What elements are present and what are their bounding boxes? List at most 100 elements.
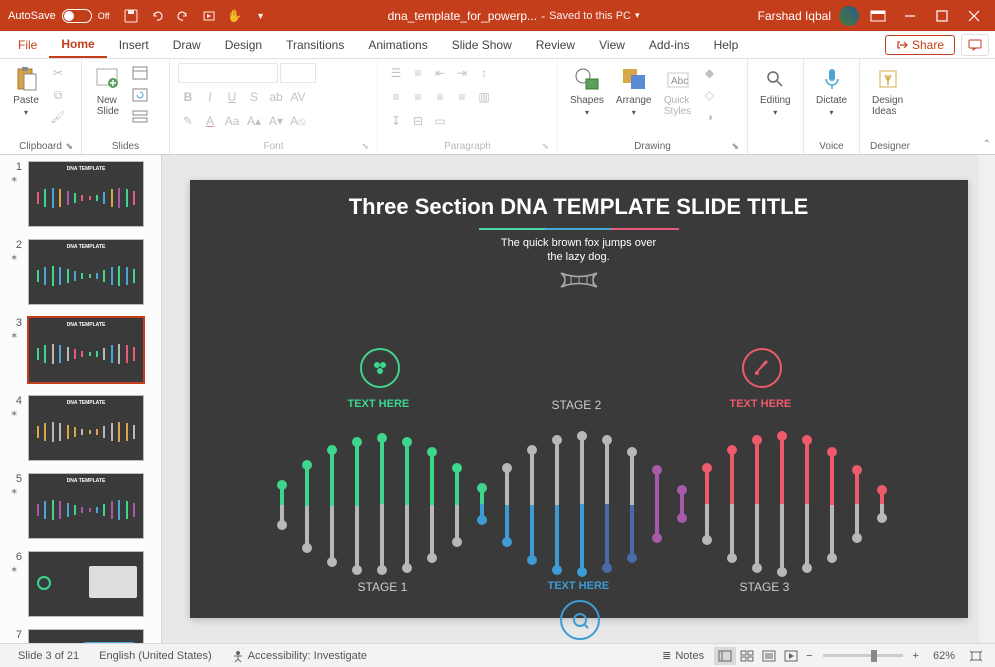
increase-font-icon[interactable]: A▴ (244, 111, 264, 131)
thumbnail-item[interactable]: 4✶DNA TEMPLATE (10, 395, 161, 461)
font-launcher-icon[interactable]: ⬊ (361, 141, 369, 152)
thumbnail-panel[interactable]: 1✶DNA TEMPLATE2✶DNA TEMPLATE3✶DNA TEMPLA… (0, 155, 162, 643)
tab-insert[interactable]: Insert (107, 31, 161, 58)
columns-icon[interactable]: ▥ (474, 87, 494, 107)
thumbnail-preview[interactable]: DNA TEMPLATE (28, 395, 144, 461)
dna-strand[interactable] (530, 450, 534, 560)
section-icon[interactable] (130, 107, 150, 127)
dna-strand[interactable] (580, 436, 584, 572)
save-icon[interactable] (122, 7, 140, 25)
dna-strand[interactable] (855, 470, 859, 538)
strikethrough-icon[interactable]: S (244, 87, 264, 107)
copy-icon[interactable]: ⧉ (48, 85, 68, 105)
cut-icon[interactable]: ✂ (48, 63, 68, 83)
dna-strand[interactable] (830, 452, 834, 558)
thumbnail-preview[interactable]: DNA TEMPLATE (28, 161, 144, 227)
comments-button[interactable] (961, 34, 989, 56)
zoom-slider[interactable] (823, 654, 903, 657)
line-spacing-icon[interactable]: ↕ (474, 63, 494, 83)
dna-strand[interactable] (880, 490, 884, 518)
text-direction-icon[interactable]: ↧ (386, 111, 406, 131)
language-indicator[interactable]: English (United States) (89, 650, 222, 662)
tab-design[interactable]: Design (213, 31, 274, 58)
start-from-beginning-icon[interactable] (200, 7, 218, 25)
slide-subtitle[interactable]: The quick brown fox jumps over the lazy … (190, 236, 968, 265)
stage2-label[interactable]: STAGE 2 (552, 398, 602, 412)
highlight-icon[interactable]: ✎ (178, 111, 198, 131)
vertical-scrollbar[interactable] (979, 155, 995, 643)
autosave-switch[interactable] (62, 9, 92, 23)
dna-strand[interactable] (305, 465, 309, 548)
dna-strand[interactable] (355, 442, 359, 570)
stage1-badge[interactable] (360, 348, 400, 388)
dna-strand[interactable] (430, 452, 434, 558)
font-color-icon[interactable]: A (200, 111, 220, 131)
dna-strand[interactable] (455, 468, 459, 542)
align-text-icon[interactable]: ⊟ (408, 111, 428, 131)
stage3-label[interactable]: STAGE 3 (740, 580, 790, 594)
tab-animations[interactable]: Animations (356, 31, 439, 58)
collapse-ribbon-icon[interactable]: ⌃ (983, 139, 991, 150)
dna-strand[interactable] (555, 440, 559, 570)
smartart-icon[interactable]: ▭ (430, 111, 450, 131)
undo-icon[interactable] (148, 7, 166, 25)
stage1-label[interactable]: STAGE 1 (358, 580, 408, 594)
increase-indent-icon[interactable]: ⇥ (452, 63, 472, 83)
qat-customize-icon[interactable]: ▼ (252, 7, 270, 25)
decrease-font-icon[interactable]: A▾ (266, 111, 286, 131)
font-size-dropdown[interactable] (280, 63, 316, 83)
thumbnail-preview[interactable] (28, 629, 144, 643)
tab-review[interactable]: Review (524, 31, 587, 58)
thumbnail-item[interactable]: 5✶DNA TEMPLATE (10, 473, 161, 539)
stage2-text[interactable]: TEXT HERE (548, 580, 610, 592)
dna-strand[interactable] (380, 438, 384, 570)
decrease-indent-icon[interactable]: ⇤ (430, 63, 450, 83)
justify-icon[interactable]: ≡ (452, 87, 472, 107)
italic-icon[interactable]: I (200, 87, 220, 107)
underline-icon[interactable]: U (222, 87, 242, 107)
quick-styles-button[interactable]: Abc Quick Styles (660, 63, 696, 119)
dna-strand[interactable] (805, 440, 809, 568)
notes-button[interactable]: ≣Notes (652, 649, 714, 662)
maximize-icon[interactable] (929, 7, 955, 25)
slideshow-icon[interactable] (780, 647, 802, 665)
numbering-icon[interactable]: ≡ (408, 63, 428, 83)
shape-effects-icon[interactable]: ◑ (700, 107, 720, 127)
paste-button[interactable]: Paste ▾ (8, 63, 44, 119)
dna-strand[interactable] (680, 490, 684, 518)
align-right-icon[interactable]: ≡ (430, 87, 450, 107)
shape-outline-icon[interactable]: ◇ (700, 85, 720, 105)
tab-transitions[interactable]: Transitions (274, 31, 356, 58)
tab-addins[interactable]: Add-ins (637, 31, 702, 58)
tab-slideshow[interactable]: Slide Show (440, 31, 524, 58)
dna-strand[interactable] (605, 440, 609, 568)
dna-strand[interactable] (480, 488, 484, 520)
dna-strand-area[interactable]: TEXT HERE STAGE 1 STAGE 2 TEXT HERE TEXT… (190, 300, 968, 600)
drawing-launcher-icon[interactable]: ⬊ (731, 141, 739, 152)
user-area[interactable]: Farshad Iqbal (758, 6, 859, 26)
thumbnail-preview[interactable]: DNA TEMPLATE (28, 473, 144, 539)
autosave-toggle[interactable]: AutoSave Off (8, 9, 110, 23)
thumbnail-preview[interactable] (28, 551, 144, 617)
format-painter-icon[interactable]: 🖌 (48, 107, 68, 127)
arrange-button[interactable]: Arrange ▾ (612, 63, 656, 119)
editing-button[interactable]: Editing ▾ (756, 63, 795, 119)
ribbon-display-icon[interactable] (865, 7, 891, 25)
shapes-button[interactable]: Shapes ▾ (566, 63, 608, 119)
slide-sorter-icon[interactable] (736, 647, 758, 665)
thumbnail-item[interactable]: 2✶DNA TEMPLATE (10, 239, 161, 305)
tab-help[interactable]: Help (702, 31, 751, 58)
minimize-icon[interactable] (897, 7, 923, 25)
character-spacing-icon[interactable]: AV (288, 87, 308, 107)
align-left-icon[interactable]: ≡ (386, 87, 406, 107)
share-button[interactable]: Share (885, 35, 955, 55)
change-case-icon[interactable]: Aa (222, 111, 242, 131)
bullets-icon[interactable]: ☰ (386, 63, 406, 83)
stage3-text[interactable]: TEXT HERE (730, 398, 792, 410)
dna-strand[interactable] (755, 440, 759, 568)
slide-editor[interactable]: Three Section DNA TEMPLATE SLIDE TITLE T… (162, 155, 995, 643)
tab-draw[interactable]: Draw (161, 31, 213, 58)
stage3-badge[interactable] (742, 348, 782, 388)
normal-view-icon[interactable] (714, 647, 736, 665)
thumbnail-item[interactable]: 7✶ (10, 629, 161, 643)
